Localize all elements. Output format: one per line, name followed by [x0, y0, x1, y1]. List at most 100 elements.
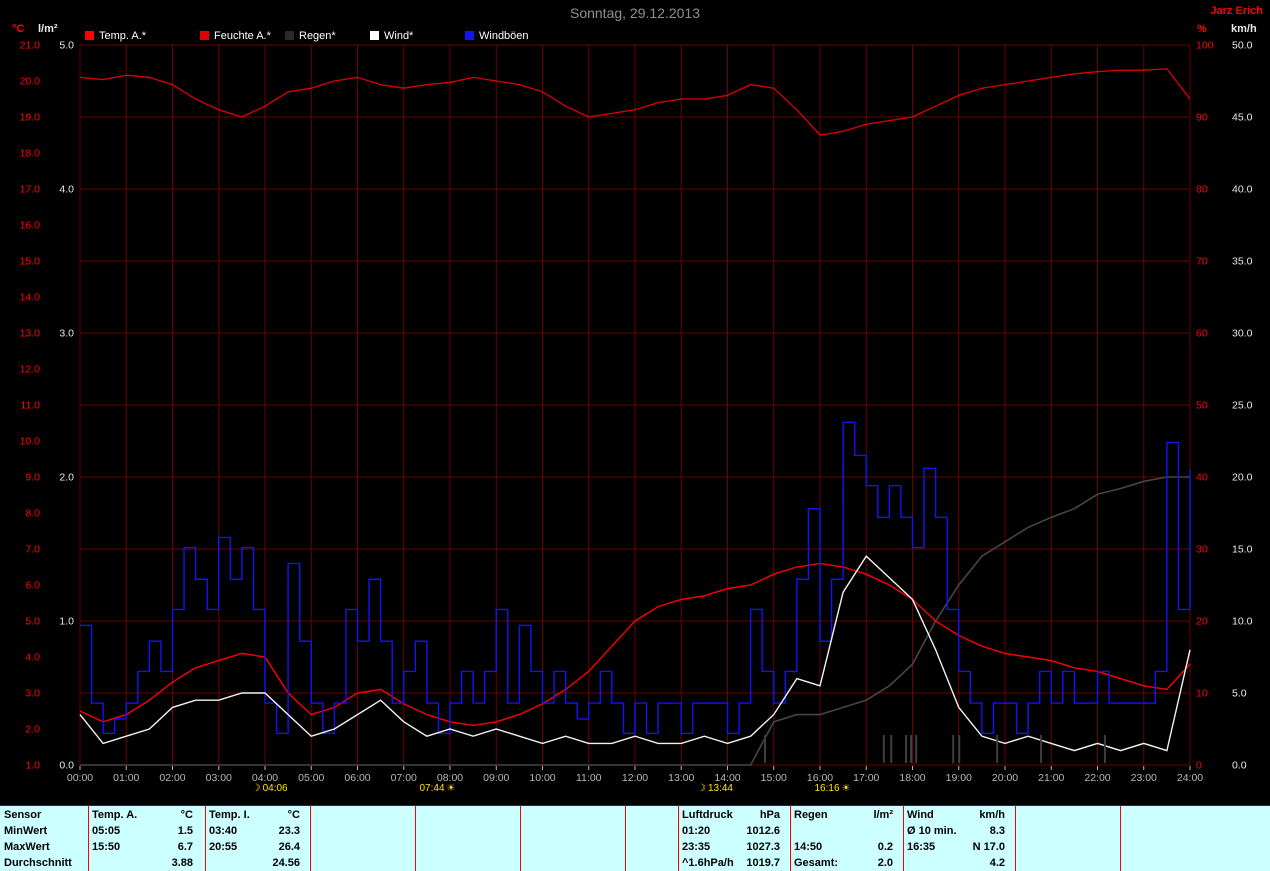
svg-text:10.0: 10.0 [20, 436, 41, 448]
temp-axis-labels: 21.0 20.0 19.0 18.0 17.0 16.0 15.0 14.0 13.0 12.0… [20, 40, 41, 772]
table-col-wind: Wind km/h Ø 10 min. 8.3 16:35 N 17.0 4.2 [907, 807, 1010, 871]
svg-text:80: 80 [1196, 184, 1208, 196]
svg-text:07:00: 07:00 [391, 772, 417, 784]
svg-text:8.0: 8.0 [25, 508, 40, 520]
cell-time: 03:40 [209, 825, 238, 837]
legend-label: Windböen [479, 29, 529, 42]
svg-text:16.0: 16.0 [20, 220, 41, 232]
marker-time: 04:06 [262, 783, 288, 794]
svg-text:1.0: 1.0 [59, 616, 74, 628]
rain-event-bars [763, 735, 1106, 763]
svg-text:1.0: 1.0 [25, 760, 40, 772]
svg-text:14.0: 14.0 [20, 292, 41, 304]
cell-value: 24.56 [272, 857, 300, 869]
svg-text:02:00: 02:00 [159, 772, 185, 784]
svg-text:15.0: 15.0 [1232, 544, 1253, 556]
svg-text:50: 50 [1196, 400, 1208, 412]
table-separator [415, 806, 416, 871]
svg-text:08:00: 08:00 [437, 772, 463, 784]
cell-value: 2.0 [877, 857, 893, 869]
moon-marker: ☽ 13:44 [697, 783, 733, 794]
cell-time: 16:35 [907, 841, 936, 853]
svg-text:0: 0 [1196, 760, 1202, 772]
humidity-axis-unit: % [1197, 23, 1207, 35]
windspeed-axis-labels: 50.0 45.0 40.0 35.0 30.0 25.0 20.0 15.0 10.0 5.0 0… [1232, 40, 1253, 772]
row-label-maxwert: MaxWert [4, 841, 50, 853]
cell-value: 1019.7 [746, 857, 780, 869]
chart-svg: 21.0 20.0 19.0 18.0 17.0 16.0 15.0 14.0 13.0 12.0… [20, 40, 1253, 785]
table-separator [310, 806, 311, 871]
svg-text:40.0: 40.0 [1232, 184, 1253, 196]
series-regen [80, 476, 1190, 766]
svg-text:100: 100 [1196, 40, 1214, 52]
cell-value: 1.5 [177, 825, 193, 837]
svg-text:15.0: 15.0 [20, 256, 41, 268]
cell-time: 15:50 [92, 841, 121, 853]
table-separator [790, 806, 791, 871]
table-separator [1120, 806, 1121, 871]
svg-text:9.0: 9.0 [25, 472, 40, 484]
svg-text:24:00: 24:00 [1177, 772, 1203, 784]
svg-text:13.0: 13.0 [20, 328, 41, 340]
temp-a-swatch-icon [85, 31, 94, 40]
table-separator [88, 806, 89, 871]
stats-table: Sensor MinWert MaxWert Durchschnitt Temp… [0, 805, 1270, 871]
cell-time: 05:05 [92, 825, 121, 837]
row-label-sensor: Sensor [4, 809, 42, 821]
cell-value: 1012.6 [746, 825, 780, 837]
temp-axis-unit: °C [12, 23, 25, 35]
legend-label: Temp. A.* [99, 29, 147, 42]
svg-text:04:00: 04:00 [252, 772, 278, 784]
table-row-labels: Sensor MinWert MaxWert Durchschnitt [4, 807, 72, 871]
svg-text:21:00: 21:00 [1038, 772, 1064, 784]
svg-text:50.0: 50.0 [1232, 40, 1253, 52]
cell-value: N 17.0 [972, 841, 1005, 853]
table-separator [205, 806, 206, 871]
svg-text:2.0: 2.0 [59, 472, 74, 484]
svg-text:10: 10 [1196, 688, 1208, 700]
cell-value: 3.88 [171, 857, 193, 869]
svg-text:4.0: 4.0 [25, 652, 40, 664]
legend-item-feuchte-a: Feuchte A.* [200, 29, 271, 42]
col-unit: hPa [759, 809, 780, 821]
svg-text:11:00: 11:00 [576, 772, 602, 784]
legend-item-wind: Wind* [370, 29, 413, 42]
sun-marker: 07:44 ☀ [420, 783, 456, 794]
svg-text:40: 40 [1196, 472, 1208, 484]
feuchte-a-swatch-icon [200, 31, 209, 40]
moon-marker: ☽ 04:06 [252, 783, 288, 794]
svg-text:70: 70 [1196, 256, 1208, 268]
svg-text:03:00: 03:00 [206, 772, 232, 784]
svg-text:20:00: 20:00 [992, 772, 1018, 784]
cell-value: 23.3 [278, 825, 300, 837]
col-unit: °C [180, 809, 193, 821]
svg-text:4.0: 4.0 [59, 184, 74, 196]
grid-lines [79, 44, 1191, 766]
svg-text:20: 20 [1196, 616, 1208, 628]
svg-text:30.0: 30.0 [1232, 328, 1253, 340]
series-wind [79, 555, 1191, 752]
col-header: Temp. A. [92, 809, 138, 821]
sun-marker: 16:16 ☀ [814, 783, 850, 794]
svg-text:3.0: 3.0 [59, 328, 74, 340]
moon-icon: ☽ [251, 782, 261, 794]
series-feuchte [79, 68, 1191, 136]
svg-text:21.0: 21.0 [20, 40, 41, 52]
cell-value: 4.2 [989, 857, 1005, 869]
svg-text:0.0: 0.0 [59, 760, 74, 772]
table-separator [625, 806, 626, 871]
col-header: Wind [907, 809, 934, 821]
col-unit: °C [287, 809, 300, 821]
svg-text:06:00: 06:00 [344, 772, 370, 784]
table-separator [520, 806, 521, 871]
legend-label: Regen* [299, 29, 336, 42]
table-separator [678, 806, 679, 871]
table-separator [903, 806, 904, 871]
series-windboeen [80, 421, 1191, 735]
sun-icon: ☀ [841, 782, 851, 794]
row-label-durchschnitt: Durchschnitt [4, 857, 72, 869]
row-label-minwert: MinWert [4, 825, 48, 837]
svg-text:2.0: 2.0 [25, 724, 40, 736]
cell-time: Ø 10 min. [907, 825, 957, 837]
table-col-temp-a: Temp. A. °C 05:05 1.5 15:50 6.7 3.88 [92, 807, 198, 871]
